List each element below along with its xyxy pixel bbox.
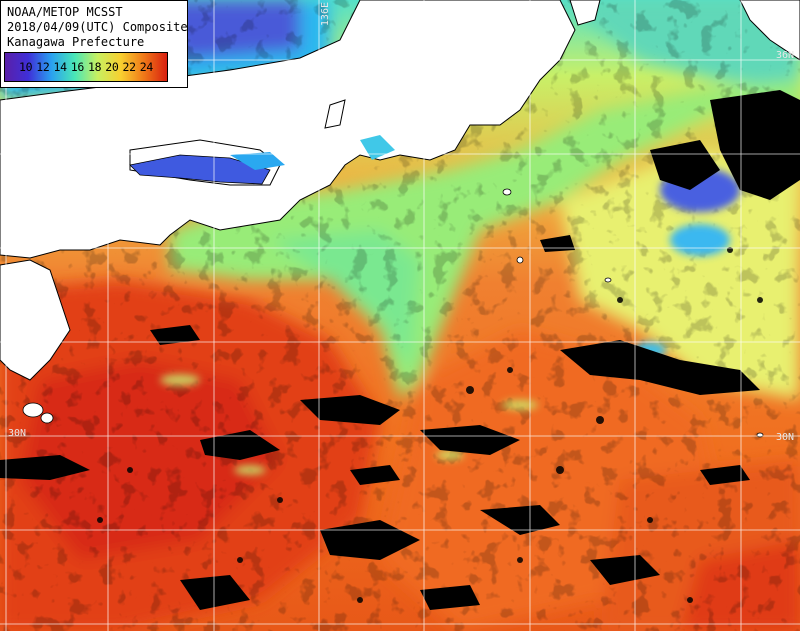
small-islands xyxy=(22,188,764,438)
title-line-2: 2018/04/09(UTC) Composite xyxy=(7,20,188,34)
scale-value: 18 xyxy=(88,60,102,74)
scale-value: 22 xyxy=(122,60,137,74)
scale-value: 16 xyxy=(70,60,85,74)
title-line-3: Kanagawa Prefecture xyxy=(7,35,145,49)
lat-label-36n-right: 36N xyxy=(776,50,795,61)
title-line-1: NOAA/METOP MCSST xyxy=(7,5,123,19)
lat-label-30n-right: 30N xyxy=(776,432,795,443)
cloud-cover xyxy=(0,90,800,610)
scale-value: 12 xyxy=(36,60,50,74)
scale-value: 20 xyxy=(105,60,119,74)
temperature-color-scale: 10 12 14 16 18 20 22 24 xyxy=(4,52,168,82)
inland-sea xyxy=(129,154,271,185)
lat-label-30n-left: 30N xyxy=(8,428,27,439)
scale-value: 14 xyxy=(53,60,68,74)
scale-value: 10 xyxy=(19,60,33,74)
cloud-speckle xyxy=(97,247,763,603)
scale-value: 24 xyxy=(139,60,154,74)
lon-label-136e: 136E xyxy=(320,2,331,27)
